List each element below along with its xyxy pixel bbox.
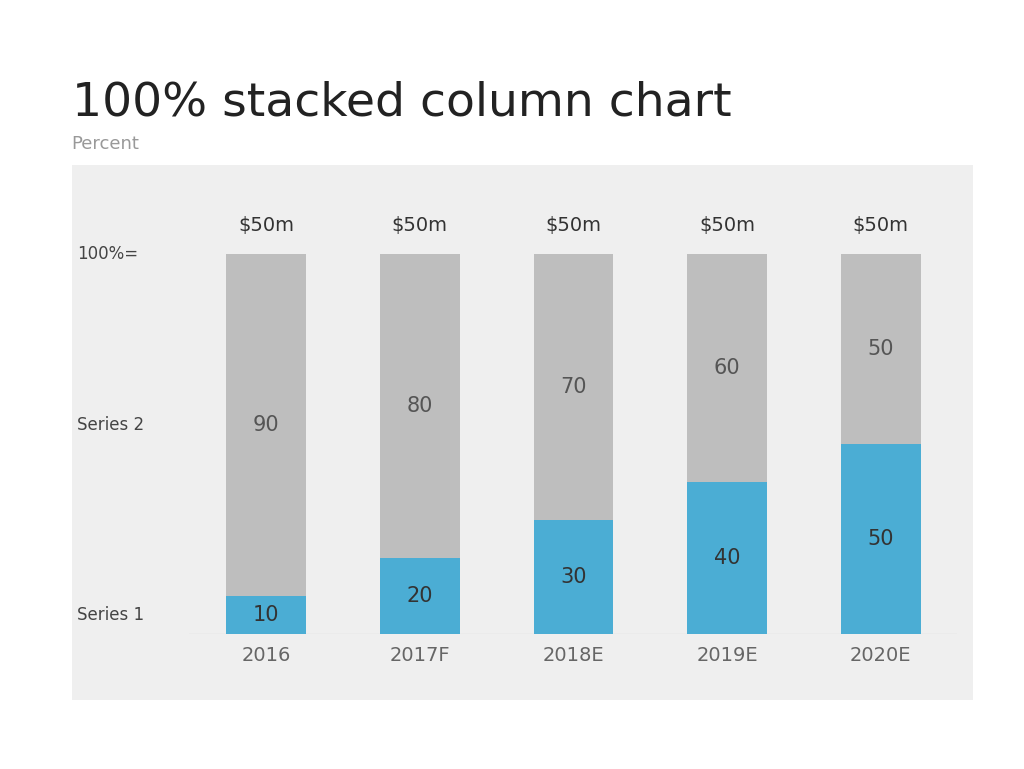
Text: 70: 70 xyxy=(560,377,587,397)
Text: $50m: $50m xyxy=(853,215,908,235)
Bar xyxy=(226,597,306,634)
Bar xyxy=(841,444,921,634)
Bar xyxy=(841,254,921,444)
Bar xyxy=(687,254,767,482)
Bar xyxy=(380,558,460,634)
Text: 100% stacked column chart: 100% stacked column chart xyxy=(72,81,731,126)
Text: Series 1: Series 1 xyxy=(77,607,144,624)
Text: 50: 50 xyxy=(867,339,894,359)
Text: 90: 90 xyxy=(253,415,280,435)
Text: 100%=: 100%= xyxy=(77,245,138,263)
Text: 60: 60 xyxy=(714,358,740,378)
Bar xyxy=(534,254,613,521)
Bar xyxy=(226,254,306,597)
Text: $50m: $50m xyxy=(699,215,755,235)
Text: 30: 30 xyxy=(560,568,587,588)
Text: Percent: Percent xyxy=(72,135,139,152)
Bar xyxy=(687,482,767,634)
Bar xyxy=(380,254,460,558)
Text: Series 2: Series 2 xyxy=(77,416,144,434)
Text: 50: 50 xyxy=(867,529,894,549)
Text: 80: 80 xyxy=(407,396,433,416)
Text: $50m: $50m xyxy=(239,215,294,235)
Text: 20: 20 xyxy=(407,586,433,607)
Text: 10: 10 xyxy=(253,605,280,625)
Text: 40: 40 xyxy=(714,548,740,568)
Bar xyxy=(534,521,613,634)
Text: $50m: $50m xyxy=(392,215,447,235)
Text: $50m: $50m xyxy=(546,215,601,235)
